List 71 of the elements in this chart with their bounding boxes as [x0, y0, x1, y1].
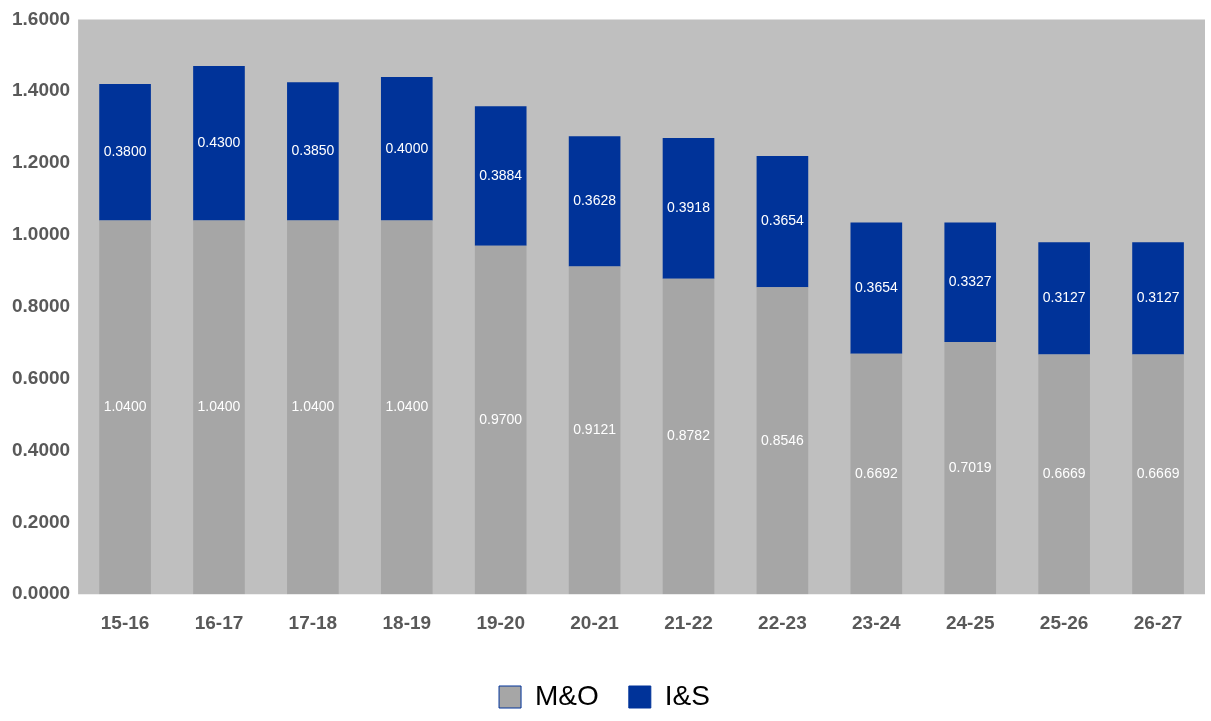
data-label: 0.7019 — [948, 458, 992, 475]
data-label: 1.0400 — [103, 398, 147, 415]
data-label: 0.3800 — [103, 143, 147, 160]
bar — [662, 278, 715, 595]
x-tick-label: 22-23 — [758, 611, 807, 633]
bar — [99, 220, 151, 595]
data-label: 0.3884 — [479, 166, 523, 183]
x-tick-label: 24-25 — [945, 611, 995, 633]
x-tick-label: 19-20 — [476, 611, 525, 633]
y-tick-label: 0.4000 — [11, 438, 71, 460]
y-tick-label: 1.4000 — [11, 79, 71, 101]
data-label: 0.3628 — [573, 192, 617, 209]
bar — [1038, 242, 1090, 355]
data-label: 1.0400 — [197, 398, 241, 415]
bar — [1132, 354, 1184, 595]
data-label: 1.0400 — [291, 398, 335, 415]
x-tick-label: 21-22 — [664, 611, 713, 633]
bar — [1038, 354, 1090, 595]
x-tick-label: 20-21 — [570, 611, 620, 633]
y-tick-label: 0.2000 — [11, 510, 71, 532]
data-label: 0.3127 — [1042, 289, 1086, 306]
legend-label: M&O — [535, 679, 599, 711]
data-label: 0.6692 — [854, 464, 898, 481]
bar — [944, 222, 997, 343]
x-tick-label: 16-17 — [194, 611, 244, 633]
x-tick-label: 25-26 — [1039, 611, 1089, 633]
data-label: 0.9121 — [573, 421, 617, 438]
data-label: 0.4300 — [197, 134, 241, 151]
bar — [380, 220, 433, 595]
bar — [380, 76, 433, 221]
x-tick-label: 23-24 — [852, 611, 902, 633]
bar — [474, 245, 527, 595]
bar — [756, 155, 809, 288]
bar — [193, 220, 245, 595]
data-label: 0.3850 — [291, 142, 335, 159]
x-tick-label: 15-16 — [100, 611, 150, 633]
bar — [850, 353, 903, 595]
y-tick-label: 0.0000 — [11, 582, 71, 604]
data-label: 0.4000 — [385, 139, 429, 156]
data-label: 0.9700 — [479, 410, 523, 427]
data-label: 0.3127 — [1136, 289, 1180, 306]
bar — [287, 82, 339, 221]
data-label: 0.3654 — [761, 212, 805, 229]
data-label: 1.0400 — [385, 398, 429, 415]
y-tick-label: 0.6000 — [11, 366, 71, 388]
x-tick-label: 17-18 — [288, 611, 338, 633]
data-label: 0.3327 — [948, 273, 992, 290]
data-label: 0.3918 — [667, 199, 711, 216]
y-tick-label: 1.2000 — [11, 151, 71, 173]
bar — [756, 287, 809, 595]
data-label: 0.8546 — [761, 431, 805, 448]
bar — [850, 222, 903, 354]
data-label: 0.6669 — [1136, 465, 1180, 482]
data-label: 0.3654 — [854, 279, 898, 296]
bar — [944, 342, 997, 595]
y-tick-label: 1.6000 — [11, 7, 71, 29]
data-label: 0.8782 — [667, 427, 711, 444]
bar — [474, 106, 527, 246]
bar — [287, 220, 339, 595]
x-tick-label: 18-19 — [382, 611, 432, 633]
bar — [1132, 242, 1184, 355]
bar — [568, 136, 621, 267]
data-label: 0.6669 — [1042, 465, 1086, 482]
legend-label: I&S — [664, 679, 710, 711]
x-tick-label: 26-27 — [1133, 611, 1183, 633]
bar — [662, 137, 715, 279]
y-tick-label: 0.8000 — [11, 295, 71, 317]
y-tick-label: 1.0000 — [11, 223, 71, 245]
bar — [568, 266, 621, 595]
bar — [193, 66, 245, 221]
bar — [99, 84, 151, 221]
